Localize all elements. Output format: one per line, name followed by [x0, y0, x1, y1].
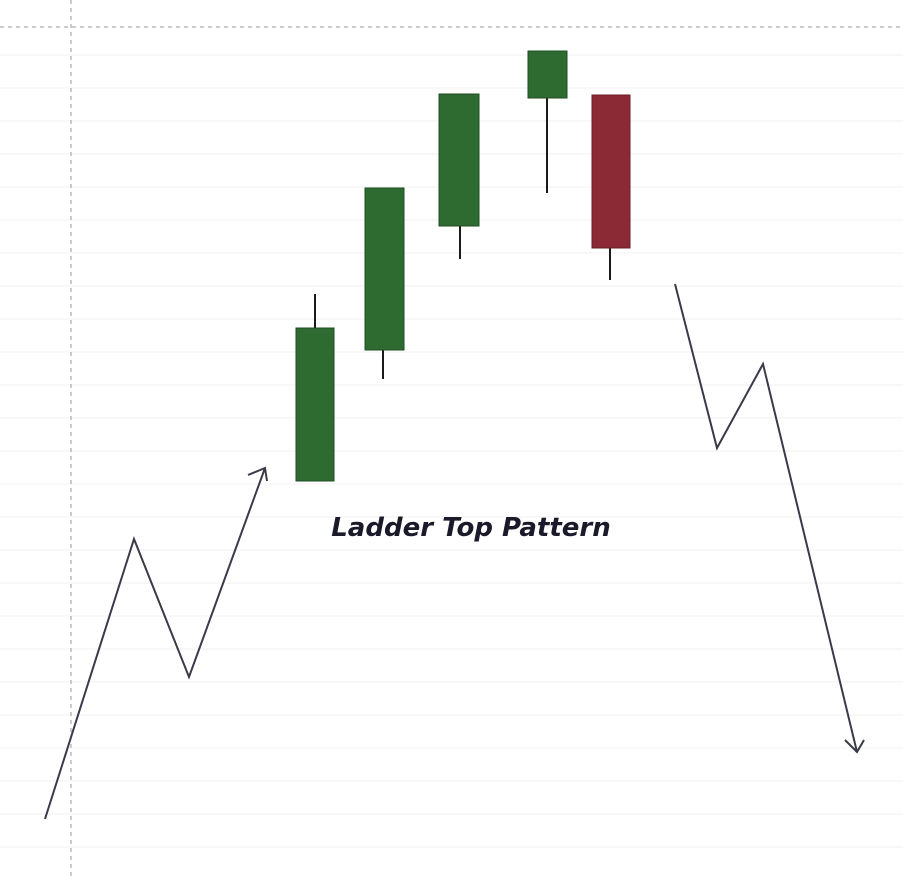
- uptrend-path: [44, 467, 266, 820]
- bullish-candle: [527, 50, 568, 99]
- pattern-label: Ladder Top Pattern: [331, 513, 611, 543]
- bullish-candle: [438, 93, 480, 227]
- bearish-candle: [591, 94, 631, 249]
- bullish-candle: [364, 187, 405, 351]
- uptrend-arrowhead: [247, 466, 268, 482]
- bullish-candle: [295, 327, 335, 482]
- downtrend-path: [674, 283, 858, 753]
- downtrend-arrowhead: [844, 739, 865, 754]
